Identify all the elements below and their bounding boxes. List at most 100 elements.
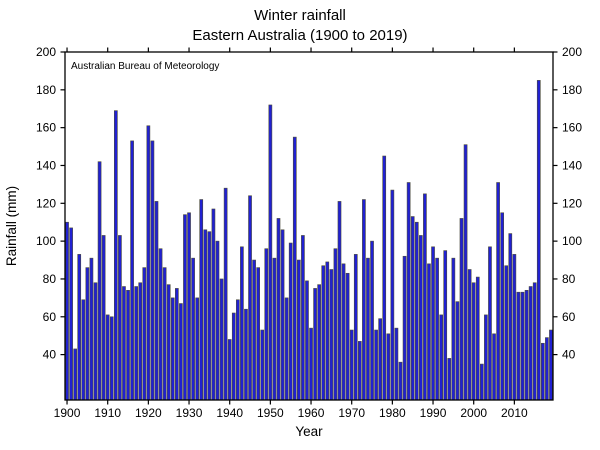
rainfall-bar-2003: [484, 314, 488, 401]
bars-group: [65, 80, 553, 401]
y-tick-label-right-140: 140: [562, 158, 582, 172]
rainfall-bar-1938: [219, 278, 224, 401]
rainfall-bar-1931: [191, 257, 195, 401]
rainfall-bar-1923: [158, 248, 163, 401]
y-tick-label-left-200: 200: [36, 45, 56, 59]
y-tick-label-right-160: 160: [562, 121, 582, 135]
rainfall-bar-2011: [516, 291, 521, 401]
rainfall-bar-1940: [227, 339, 232, 401]
rainfall-bar-1913: [118, 235, 122, 401]
y-tick-label-right-200: 200: [562, 45, 582, 59]
rainfall-bar-1949: [264, 248, 269, 401]
rainfall-bar-1925: [166, 284, 171, 401]
rainfall-bar-1933: [199, 199, 204, 401]
chart-subtitle: Eastern Australia (1900 to 2019): [192, 27, 407, 44]
rainfall-bar-1942: [236, 299, 240, 401]
rainfall-bar-1926: [170, 297, 175, 401]
rainfall-bar-1997: [459, 218, 464, 401]
x-tick-label-1900: 1900: [54, 406, 81, 420]
x-tick-label-1990: 1990: [420, 406, 447, 420]
rainfall-bar-1947: [256, 267, 260, 401]
y-tick-label-left-60: 60: [43, 310, 57, 324]
y-tick-label-right-60: 60: [562, 310, 576, 324]
rainfall-bar-2012: [520, 291, 525, 401]
rainfall-bar-1929: [183, 214, 187, 401]
rainfall-bar-1974: [366, 257, 370, 401]
y-axis-tick-labels-left: 40 60 80 100 120 140 160 180 200: [36, 45, 56, 362]
rainfall-bar-1979: [386, 333, 391, 401]
rainfall-bar-1950: [268, 104, 273, 401]
rainfall-bar-2010: [512, 254, 517, 401]
x-axis-title: Year: [295, 424, 323, 439]
axes-frame: [64, 51, 554, 401]
rainfall-bar-2005: [492, 333, 496, 401]
rainfall-bar-1972: [358, 341, 362, 401]
y-tick-label-left-100: 100: [36, 234, 56, 248]
rainfall-bar-1960: [309, 327, 313, 401]
rainfall-bar-1985: [410, 216, 415, 401]
rainfall-bar-1924: [162, 267, 167, 401]
rainfall-bar-1922: [154, 201, 159, 401]
y-tick-label-left-160: 160: [36, 121, 56, 135]
rainfall-bar-1983: [402, 255, 407, 401]
x-tick-label-1980: 1980: [379, 406, 406, 420]
rainfall-bar-2004: [488, 246, 492, 401]
y-tick-label-left-180: 180: [36, 83, 56, 97]
rainfall-bar-1944: [244, 308, 248, 401]
source-annotation: Australian Bureau of Meteorology: [71, 61, 219, 72]
y-axis-tick-labels-right: 40 60 80 100 120 140 160 180 200: [562, 45, 582, 362]
rainfall-bar-1918: [138, 282, 143, 401]
rainfall-bar-1987: [419, 235, 423, 401]
rainfall-bar-1919: [142, 267, 147, 401]
rainfall-bar-1970: [349, 329, 354, 401]
chart-title: Winter rainfall: [254, 7, 346, 24]
x-tick-label-2000: 2000: [460, 406, 487, 420]
rainfall-bar-1986: [414, 221, 419, 401]
y-tick-label-left-40: 40: [43, 348, 57, 362]
rainfall-bar-1952: [276, 218, 281, 401]
rainfall-bar-2001: [475, 276, 480, 401]
rainfall-bar-1906: [89, 257, 94, 401]
rainfall-bar-1951: [272, 257, 277, 401]
x-tick-label-2010: 2010: [501, 406, 528, 420]
rainfall-bar-1941: [231, 312, 236, 401]
rainfall-bar-2002: [480, 363, 484, 401]
rainfall-bar-1984: [406, 182, 411, 401]
rainfall-bar-1907: [93, 282, 98, 401]
rainfall-bar-1963: [321, 265, 326, 401]
rainfall-bar-1916: [130, 140, 134, 401]
x-tick-label-1940: 1940: [216, 406, 243, 420]
rainfall-bar-1966: [333, 248, 338, 401]
y-tick-label-right-100: 100: [562, 234, 582, 248]
rainfall-bar-1945: [248, 195, 252, 401]
y-tick-label-left-140: 140: [36, 158, 56, 172]
rainfall-bar-2017: [541, 342, 545, 401]
rainfall-bar-1971: [353, 254, 358, 401]
rainfall-bar-1910: [105, 314, 110, 401]
rainfall-bar-1911: [109, 316, 114, 401]
rainfall-bar-1967: [337, 201, 342, 401]
x-tick-label-1960: 1960: [298, 406, 325, 420]
rainfall-bar-2009: [508, 233, 513, 401]
y-tick-label-right-120: 120: [562, 196, 582, 210]
rainfall-bar-1937: [215, 240, 220, 401]
rainfall-bar-1917: [134, 286, 138, 401]
rainfall-bar-2019: [549, 329, 553, 401]
rainfall-bar-1920: [146, 125, 151, 401]
x-tick-label-1910: 1910: [94, 406, 121, 420]
y-tick-label-right-40: 40: [562, 348, 576, 362]
y-tick-label-right-80: 80: [562, 272, 576, 286]
rainfall-bar-1905: [85, 267, 90, 401]
rainfall-bar-1936: [211, 208, 216, 401]
axis-ticks: [60, 47, 558, 405]
x-axis-tick-labels: 1900 1910 1920 1930 1940 1950 1960 1970 1980 1990…: [54, 406, 528, 420]
rainfall-bar-1928: [179, 303, 183, 401]
rainfall-bar-1961: [313, 288, 317, 401]
rainfall-bar-2013: [524, 289, 529, 401]
rainfall-bar-1954: [284, 297, 289, 401]
rainfall-bar-1995: [451, 257, 456, 401]
rainfall-bar-1978: [382, 155, 387, 401]
rainfall-bar-1953: [280, 229, 285, 401]
rainfall-bar-1968: [341, 263, 346, 401]
